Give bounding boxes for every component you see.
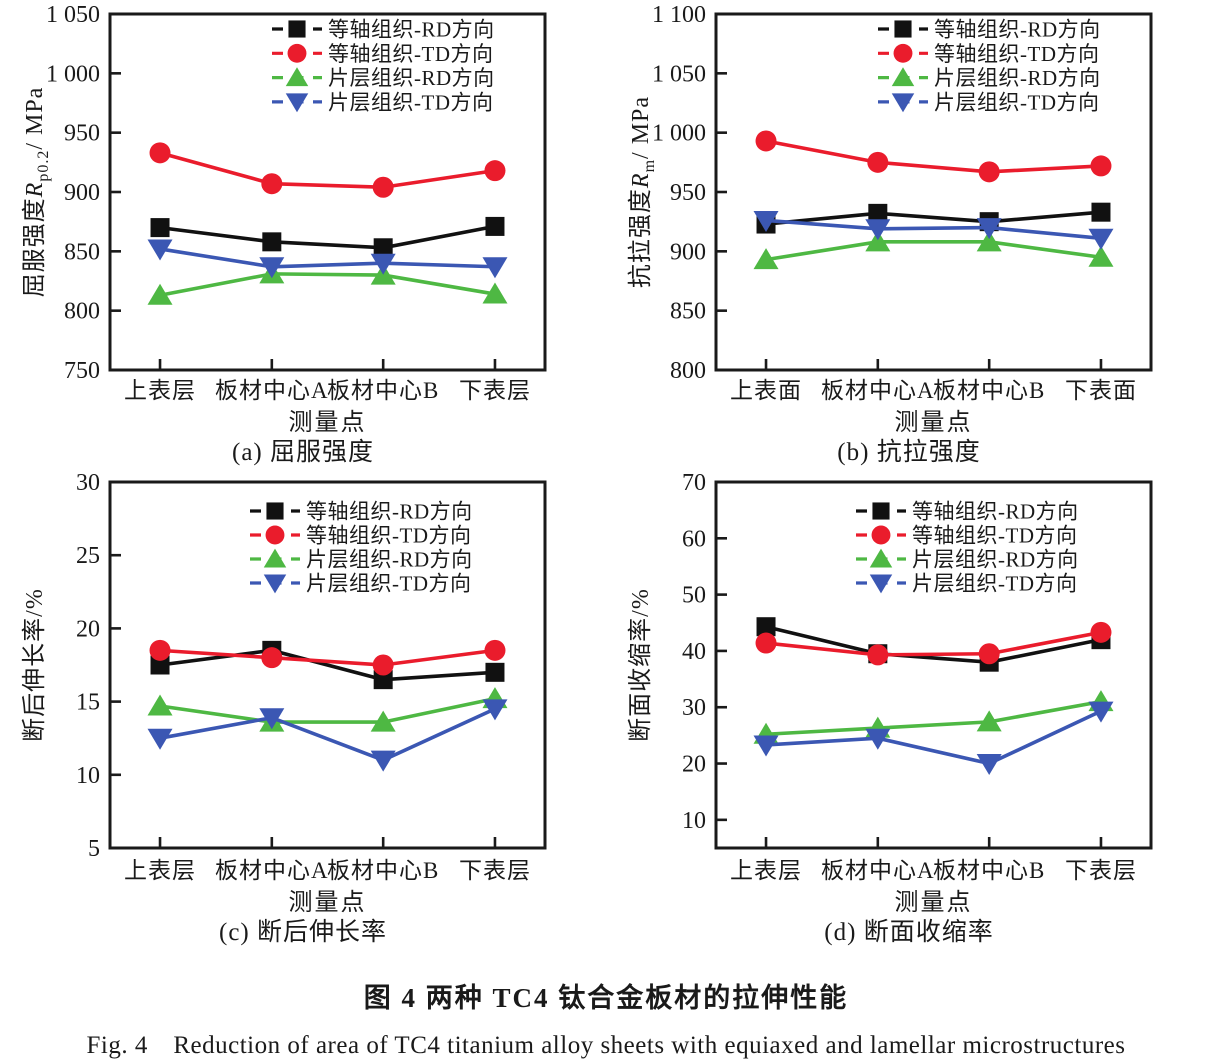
svg-text:等轴组织-RD方向: 等轴组织-RD方向 <box>912 500 1079 524</box>
svg-text:上表面: 上表面 <box>730 378 802 403</box>
svg-text:等轴组织-RD方向: 等轴组织-RD方向 <box>934 18 1101 42</box>
chart-d-caption: (d) 断面收缩率 <box>824 919 994 946</box>
svg-text:1 050: 1 050 <box>652 61 706 87</box>
svg-text:等轴组织-TD方向: 等轴组织-TD方向 <box>934 42 1100 66</box>
svg-text:上表层: 上表层 <box>124 378 196 403</box>
svg-text:70: 70 <box>682 470 706 496</box>
svg-text:下表层: 下表层 <box>459 858 531 883</box>
svg-text:等轴组织-TD方向: 等轴组织-TD方向 <box>306 524 472 548</box>
svg-text:10: 10 <box>682 808 706 834</box>
svg-text:25: 25 <box>76 543 100 569</box>
svg-text:片层组织-TD方向: 片层组织-TD方向 <box>912 572 1078 596</box>
svg-text:下表层: 下表层 <box>1065 858 1137 883</box>
svg-text:10: 10 <box>76 763 100 789</box>
svg-text:片层组织-TD方向: 片层组织-TD方向 <box>328 90 494 114</box>
svg-text:测量点: 测量点 <box>895 409 973 436</box>
chart-a-caption: (a) 屈服强度 <box>232 439 374 466</box>
svg-text:板材中心A: 板材中心A <box>821 378 935 403</box>
svg-text:片层组织-RD方向: 片层组织-RD方向 <box>934 66 1101 90</box>
svg-text:等轴组织-TD方向: 等轴组织-TD方向 <box>328 42 494 66</box>
svg-text:测量点: 测量点 <box>895 889 973 916</box>
svg-text:850: 850 <box>670 299 706 325</box>
svg-text:上表层: 上表层 <box>124 858 196 883</box>
svg-text:900: 900 <box>670 239 706 265</box>
svg-text:板材中心B: 板材中心B <box>933 858 1045 883</box>
svg-text:片层组织-RD方向: 片层组织-RD方向 <box>328 66 495 90</box>
chart-b-caption: (b) 抗拉强度 <box>837 439 981 466</box>
svg-text:板材中心B: 板材中心B <box>327 858 439 883</box>
svg-text:850: 850 <box>64 239 100 265</box>
svg-text:板材中心B: 板材中心B <box>327 378 439 403</box>
svg-text:800: 800 <box>670 358 706 384</box>
svg-text:30: 30 <box>682 695 706 721</box>
svg-text:15: 15 <box>76 690 100 716</box>
svg-text:1 000: 1 000 <box>46 61 100 87</box>
svg-text:上表层: 上表层 <box>730 858 802 883</box>
svg-text:等轴组织-TD方向: 等轴组织-TD方向 <box>912 524 1078 548</box>
chart-b-plot: 800 850 900 950 1 000 1 050 1 100 上表面 板材中心A板材中心B… <box>627 2 1153 436</box>
chart-d: 10 20 30 40 50 60 70 上表层 板材中心A 板材中心B 下表层测量点 断面收缩率/%… <box>606 470 1212 950</box>
svg-text:5: 5 <box>88 836 100 862</box>
svg-text:板材中心A: 板材中心A <box>215 378 329 403</box>
svg-text:板材中心A: 板材中心A <box>821 858 935 883</box>
chart-c-caption: (c) 断后伸长率 <box>219 919 387 946</box>
svg-text:屈服强度Rp0.2/ MPa: 屈服强度Rp0.2/ MPa <box>21 87 52 298</box>
svg-text:20: 20 <box>76 616 100 642</box>
svg-text:1 100: 1 100 <box>652 2 706 28</box>
svg-text:等轴组织-RD方向: 等轴组织-RD方向 <box>328 18 495 42</box>
svg-text:等轴组织-RD方向: 等轴组织-RD方向 <box>306 500 473 524</box>
svg-text:50: 50 <box>682 583 706 609</box>
svg-text:片层组织-TD方向: 片层组织-TD方向 <box>934 90 1100 114</box>
svg-text:下表层: 下表层 <box>459 378 531 403</box>
svg-text:950: 950 <box>670 180 706 206</box>
chart-c: 5 10 15 20 25 30 上表层 板材中心A 板材中心B 下表层测量点 断后伸长率/% 等轴组… <box>0 470 606 950</box>
svg-text:40: 40 <box>682 639 706 665</box>
svg-text:片层组织-RD方向: 片层组织-RD方向 <box>306 548 473 572</box>
svg-text:断面收缩率/%: 断面收缩率/% <box>627 588 654 742</box>
svg-text:断后伸长率/%: 断后伸长率/% <box>21 588 48 742</box>
svg-text:板材中心B: 板材中心B <box>933 378 1045 403</box>
svg-text:片层组织-RD方向: 片层组织-RD方向 <box>912 548 1079 572</box>
svg-text:900: 900 <box>64 180 100 206</box>
figure-caption-zh: 图 4 两种 TC4 钛合金板材的拉伸性能 <box>363 983 849 1013</box>
chart-a: 750 800 850 900 950 1 000 1 050 上表层 板材中心A 板材中心B 下表… <box>0 0 606 470</box>
svg-text:60: 60 <box>682 526 706 552</box>
figure-captions: 图 4 两种 TC4 钛合金板材的拉伸性能 Fig. 4 Reduction o… <box>0 950 1212 1061</box>
svg-text:1 050: 1 050 <box>46 2 100 28</box>
svg-text:片层组织-TD方向: 片层组织-TD方向 <box>306 572 472 596</box>
svg-text:800: 800 <box>64 299 100 325</box>
svg-text:测量点: 测量点 <box>289 889 367 916</box>
chart-grid: 750 800 850 900 950 1 000 1 050 上表层 板材中心A 板材中心B 下表… <box>0 0 1212 950</box>
svg-text:下表面: 下表面 <box>1065 378 1137 403</box>
figure-caption-en: Fig. 4 Reduction of area of TC4 titanium… <box>86 1032 1126 1059</box>
svg-text:750: 750 <box>64 358 100 384</box>
svg-text:30: 30 <box>76 470 100 496</box>
svg-text:板材中心A: 板材中心A <box>215 858 329 883</box>
chart-b: 800 850 900 950 1 000 1 050 1 100 上表面 板材中心A 板材中心B… <box>606 0 1212 470</box>
svg-text:1 000: 1 000 <box>652 121 706 147</box>
svg-text:测量点: 测量点 <box>289 409 367 436</box>
svg-text:950: 950 <box>64 121 100 147</box>
svg-text:抗拉强度Rm/ MPa: 抗拉强度Rm/ MPa <box>627 96 658 288</box>
svg-text:20: 20 <box>682 752 706 778</box>
